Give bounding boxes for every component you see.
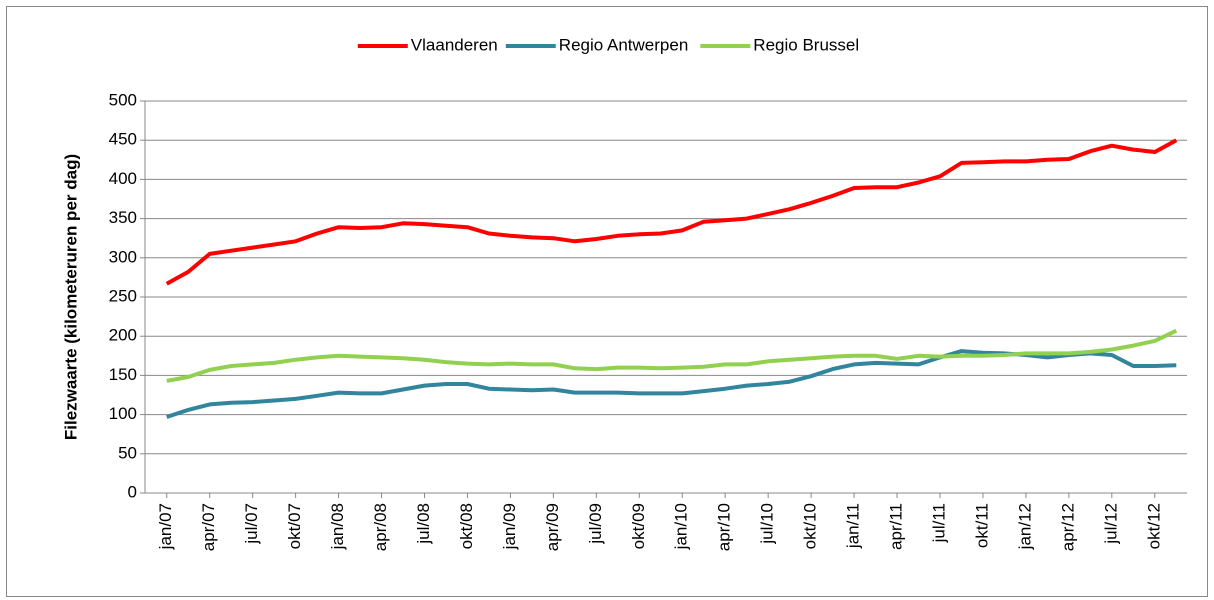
legend-label: Regio Antwerpen xyxy=(559,35,688,54)
y-tick-label: 450 xyxy=(109,130,137,149)
x-tick-label: okt/08 xyxy=(457,503,476,549)
x-tick-label: jan/11 xyxy=(844,503,863,549)
x-tick-label: okt/07 xyxy=(285,503,304,549)
legend-label: Vlaanderen xyxy=(411,35,498,54)
y-axis-label: Filezwaarte (kilometeruren per dag) xyxy=(61,154,80,440)
x-tick-label: apr/11 xyxy=(887,503,906,550)
x-tick-label: apr/12 xyxy=(1058,503,1077,551)
x-tick-label: okt/09 xyxy=(629,503,648,549)
y-tick-label: 150 xyxy=(109,365,137,384)
y-tick-label: 250 xyxy=(109,286,137,305)
x-tick-label: jan/09 xyxy=(500,503,519,550)
x-tick-label: jul/12 xyxy=(1101,503,1120,545)
y-tick-label: 200 xyxy=(109,326,137,345)
y-tick-label: 500 xyxy=(109,90,137,109)
x-tick-label: jan/10 xyxy=(672,503,691,550)
y-tick-label: 0 xyxy=(128,482,137,501)
x-tick-label: jan/12 xyxy=(1015,503,1034,550)
y-tick-label: 100 xyxy=(109,404,137,423)
x-tick-label: jan/08 xyxy=(328,503,347,550)
x-tick-label: jul/07 xyxy=(242,503,261,545)
y-tick-label: 350 xyxy=(109,208,137,227)
line-series xyxy=(165,138,1178,286)
x-tick-label: jul/09 xyxy=(586,503,605,545)
x-tick-label: jul/11 xyxy=(929,503,948,543)
x-tick-label: jul/08 xyxy=(414,503,433,545)
x-tick-label: apr/09 xyxy=(543,503,562,551)
x-tick-label: apr/07 xyxy=(199,503,218,551)
legend-label: Regio Brussel xyxy=(753,35,859,54)
x-tick-label: okt/10 xyxy=(801,503,820,549)
x-tick-label: okt/12 xyxy=(1144,503,1163,549)
y-tick-label: 50 xyxy=(118,443,137,462)
line-series xyxy=(166,328,1178,383)
x-tick-label: jul/10 xyxy=(758,503,777,545)
x-tick-label: apr/10 xyxy=(715,503,734,551)
x-tick-label: apr/08 xyxy=(371,503,390,551)
chart-border xyxy=(6,6,1208,597)
y-tick-label: 300 xyxy=(109,247,137,266)
x-tick-label: okt/11 xyxy=(972,503,991,548)
x-tick-label: jan/07 xyxy=(156,503,175,550)
y-tick-label: 400 xyxy=(109,169,137,188)
